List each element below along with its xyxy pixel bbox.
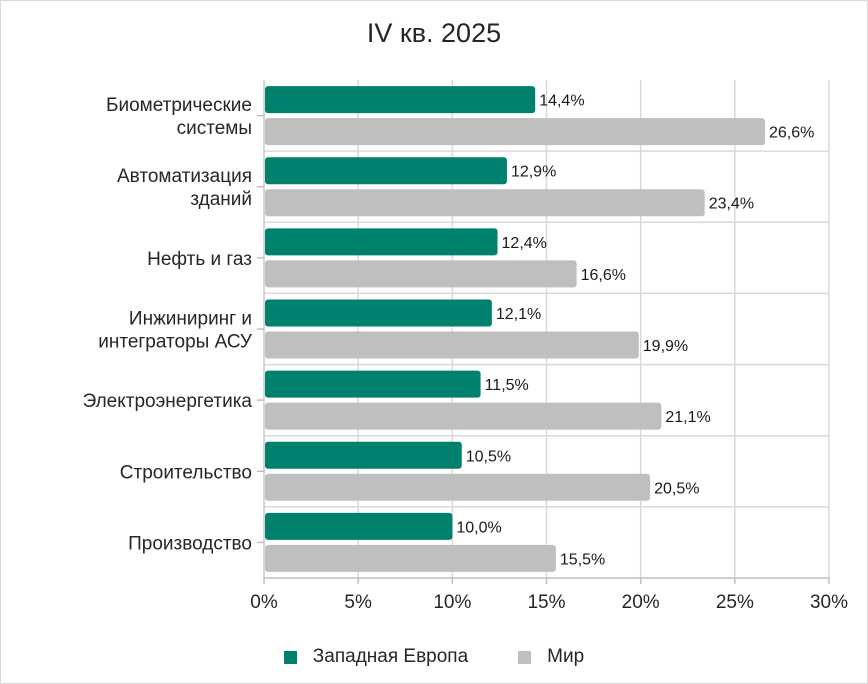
category-label-line: системы (177, 118, 252, 139)
category-label-line: Производство (128, 533, 252, 554)
bar-world (265, 402, 662, 430)
category-label: Автоматизация зданий (117, 166, 252, 210)
chart-legend: Западная Европа Мир (0, 646, 868, 668)
legend-label-world: Мир (547, 646, 585, 667)
category-label: Нефть и газ (147, 249, 252, 270)
bar-world (265, 260, 577, 288)
bar-western-europe (265, 86, 536, 114)
data-label-world: 20,5% (654, 480, 699, 497)
data-label-world: 21,1% (665, 409, 710, 426)
x-tick-label: 15% (527, 592, 565, 613)
category-label-line: интеграторы АСУ (98, 332, 253, 353)
bar-world (265, 544, 556, 572)
legend-swatch-world (518, 650, 532, 664)
x-tick-label: 5% (344, 592, 372, 613)
data-label-world: 26,6% (769, 125, 814, 142)
legend-label-western-europe: Западная Европа (312, 646, 469, 667)
category-label-line: зданий (190, 189, 252, 210)
data-label-western-europe: 14,4% (539, 93, 584, 110)
bar-western-europe (265, 441, 462, 469)
bar-western-europe (265, 157, 507, 185)
data-label-western-europe: 12,1% (496, 306, 541, 323)
data-label-western-europe: 12,4% (502, 235, 547, 252)
category-label: Биометрические системы (106, 95, 252, 139)
data-label-western-europe: 12,9% (511, 164, 556, 181)
category-label-line: Электроэнергетика (83, 391, 253, 412)
data-label-western-europe: 10,5% (466, 448, 511, 465)
bar-world (265, 473, 651, 501)
category-label-line: Автоматизация (117, 166, 252, 187)
category-label: Инжиниринг и интеграторы АСУ (98, 309, 253, 353)
bar-world (265, 118, 765, 146)
data-label-world: 15,5% (560, 551, 605, 568)
category-label-line: Биометрические (106, 95, 252, 116)
x-tick-label: 20% (622, 592, 660, 613)
x-tick-label: 25% (716, 592, 754, 613)
chart-title: IV кв. 2025 (366, 18, 502, 48)
bar-western-europe (265, 228, 498, 256)
data-label-western-europe: 10,0% (456, 519, 501, 536)
bar-western-europe (265, 512, 453, 540)
data-label-world: 19,9% (643, 338, 688, 355)
category-label-line: Нефть и газ (147, 249, 252, 270)
data-label-world: 23,4% (709, 196, 754, 213)
legend-item-world[interactable]: Мир (518, 646, 584, 668)
x-tick-label: 10% (433, 592, 471, 613)
bar-world (265, 331, 639, 359)
category-label: Производство (128, 533, 252, 554)
data-label-western-europe: 11,5% (485, 377, 529, 394)
category-label-line: Строительство (120, 462, 252, 483)
legend-item-western-europe[interactable]: Западная Европа (283, 646, 469, 668)
category-label: Строительство (120, 462, 252, 483)
legend-swatch-western-europe (283, 650, 297, 664)
x-tick-label: 0% (250, 592, 278, 613)
category-label: Электроэнергетика (83, 391, 253, 412)
bar-world (265, 189, 705, 217)
bar-western-europe (265, 370, 481, 398)
bar-western-europe (265, 299, 492, 327)
x-tick-label: 30% (810, 592, 848, 613)
data-label-world: 16,6% (581, 267, 626, 284)
category-label-line: Инжиниринг и (129, 309, 252, 330)
